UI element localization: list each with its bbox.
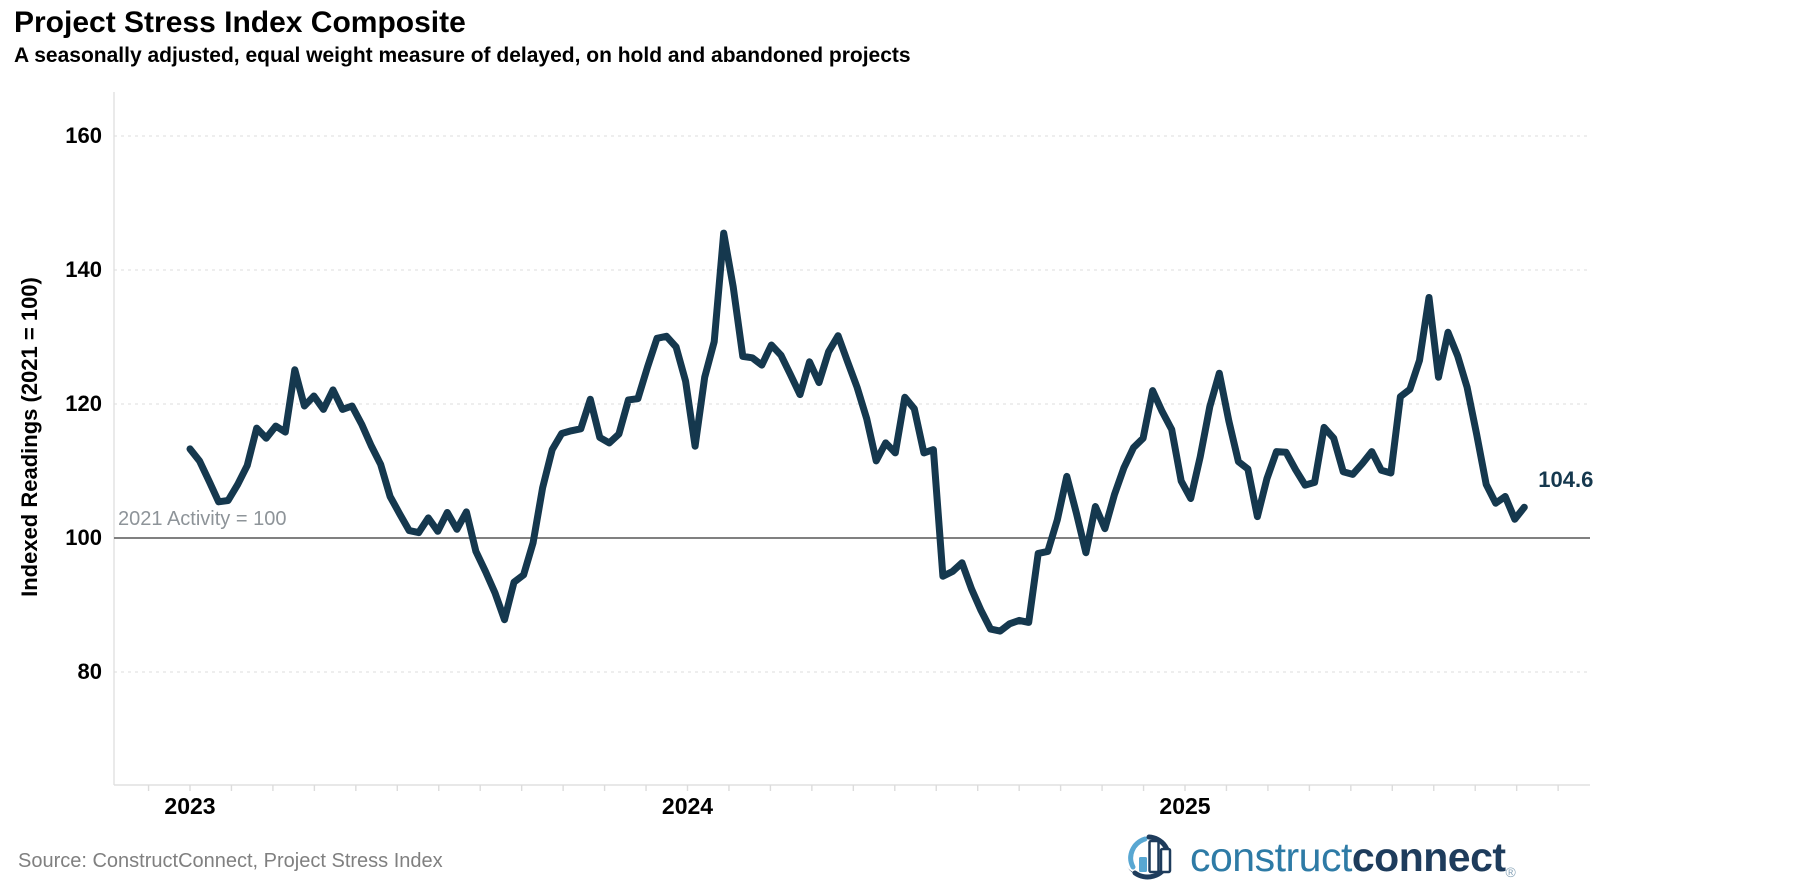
x-tick-label: 2024 (661, 793, 714, 819)
y-tick-label: 140 (65, 257, 102, 282)
last-value-label: 104.6 (1538, 467, 1594, 493)
logo-text-connect: connect (1351, 834, 1506, 880)
chart-subtitle: A seasonally adjusted, equal weight meas… (14, 44, 911, 67)
logo-registered-mark: ® (1505, 864, 1516, 880)
constructconnect-logo: constructconnect ® (1126, 831, 1516, 883)
x-tick-label: 2023 (164, 793, 216, 819)
y-tick-label: 80 (77, 659, 102, 684)
y-tick-label: 100 (65, 525, 102, 550)
y-tick-label: 120 (65, 391, 102, 416)
source-note: Source: ConstructConnect, Project Stress… (18, 850, 443, 872)
logo-text-construct: construct (1190, 834, 1352, 880)
constructconnect-logo-icon (1127, 834, 1172, 880)
logo-text: constructconnect (1190, 831, 1506, 883)
x-tick-label: 2025 (1159, 793, 1211, 819)
reference-line-label: 2021 Activity = 100 (118, 508, 287, 530)
chart-title: Project Stress Index Composite (14, 6, 466, 39)
y-tick-label: 160 (65, 123, 102, 148)
